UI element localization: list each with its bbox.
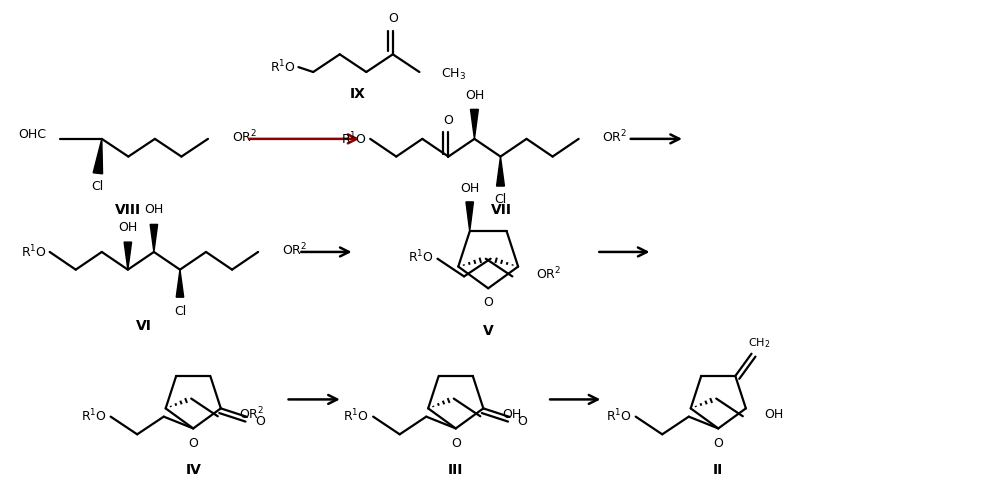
Text: O: O [255, 414, 265, 427]
Text: O: O [388, 12, 398, 25]
Text: CH$_3$: CH$_3$ [441, 67, 466, 82]
Polygon shape [471, 109, 478, 139]
Text: Cl: Cl [494, 193, 507, 206]
Text: CH$_2$: CH$_2$ [748, 336, 770, 350]
Text: III: III [448, 463, 463, 477]
Text: O: O [451, 437, 461, 450]
Text: OH: OH [144, 203, 164, 216]
Text: OR$^2$: OR$^2$ [232, 129, 257, 145]
Text: OHC: OHC [19, 128, 47, 142]
Text: VIII: VIII [115, 203, 141, 217]
Text: IX: IX [349, 86, 365, 100]
Polygon shape [466, 202, 473, 232]
Text: OH: OH [502, 408, 521, 421]
Polygon shape [497, 157, 504, 186]
Text: OH: OH [118, 221, 137, 234]
Text: VII: VII [490, 203, 511, 217]
Text: O: O [188, 437, 198, 450]
Text: II: II [713, 463, 723, 477]
Text: O: O [713, 437, 723, 450]
Polygon shape [93, 139, 103, 174]
Polygon shape [176, 270, 184, 297]
Text: OH: OH [460, 181, 479, 195]
Text: Cl: Cl [92, 179, 104, 192]
Text: R$^1$O: R$^1$O [81, 408, 107, 424]
Text: OR$^2$: OR$^2$ [239, 406, 265, 422]
Text: R$^1$O: R$^1$O [270, 59, 295, 76]
Text: OH: OH [764, 408, 784, 421]
Polygon shape [150, 225, 158, 252]
Text: OH: OH [465, 89, 484, 102]
Text: O: O [443, 114, 453, 127]
Text: O: O [483, 296, 493, 309]
Text: R$^1$O: R$^1$O [408, 248, 434, 265]
Text: R$^1$O: R$^1$O [606, 408, 632, 424]
Text: OR$^2$: OR$^2$ [602, 129, 628, 145]
Text: R$^1$O: R$^1$O [341, 131, 367, 147]
Polygon shape [124, 242, 132, 270]
Text: V: V [483, 324, 494, 337]
Text: O: O [518, 414, 528, 427]
Text: VI: VI [136, 319, 152, 332]
Text: R$^1$O: R$^1$O [343, 408, 369, 424]
Text: OR$^2$: OR$^2$ [282, 242, 307, 258]
Text: OR$^2$: OR$^2$ [536, 266, 561, 283]
Text: Cl: Cl [174, 306, 186, 319]
Text: R$^1$O: R$^1$O [21, 244, 47, 260]
Text: IV: IV [185, 463, 201, 477]
